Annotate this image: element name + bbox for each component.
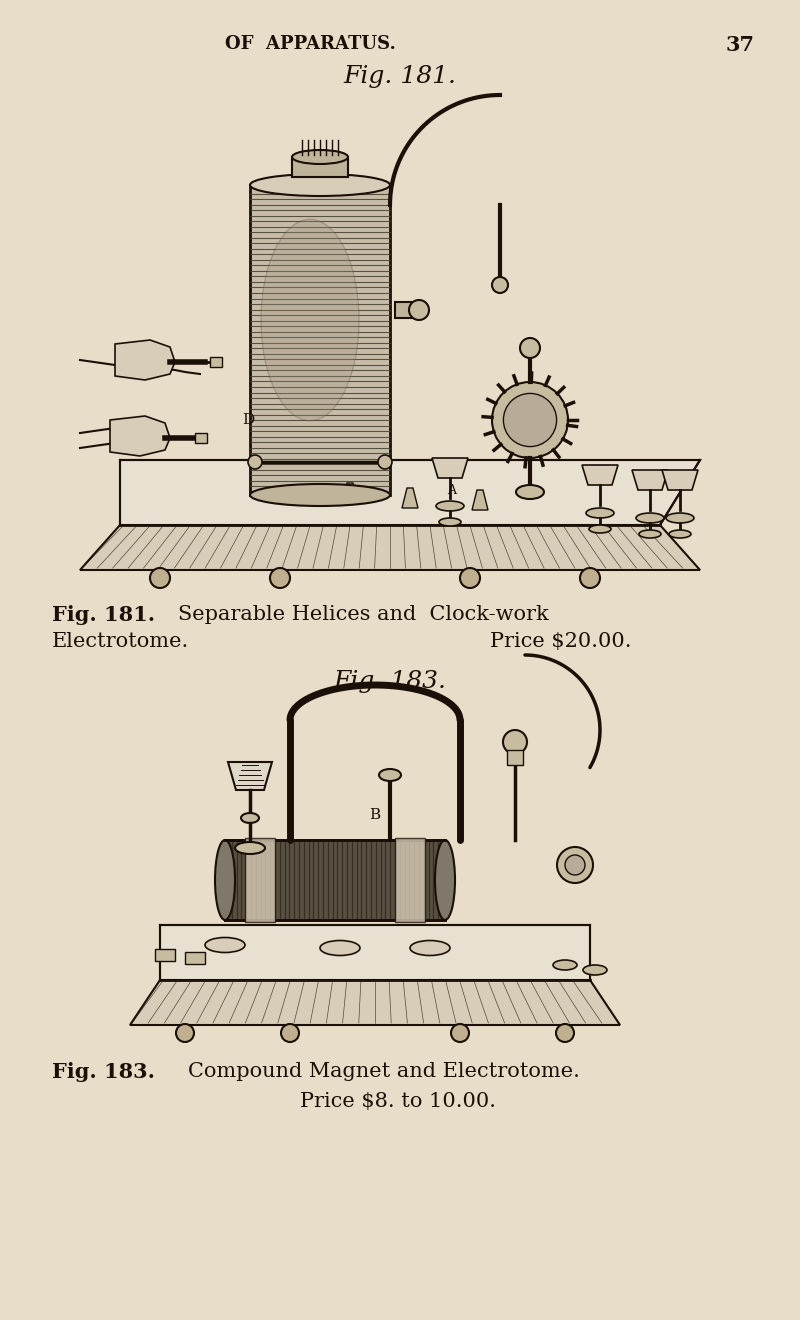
Bar bbox=[292, 157, 348, 177]
Text: Fig. 183.: Fig. 183. bbox=[334, 671, 446, 693]
Text: OF  APPARATUS.: OF APPARATUS. bbox=[225, 36, 395, 53]
Circle shape bbox=[460, 568, 480, 587]
Bar bbox=[395, 838, 425, 921]
Ellipse shape bbox=[439, 517, 461, 525]
Ellipse shape bbox=[436, 502, 464, 511]
Ellipse shape bbox=[589, 525, 611, 533]
Bar bbox=[195, 433, 207, 444]
Ellipse shape bbox=[636, 513, 664, 523]
Polygon shape bbox=[110, 416, 170, 455]
Bar bbox=[250, 185, 390, 495]
Text: Price $8. to 10.00.: Price $8. to 10.00. bbox=[300, 1092, 496, 1111]
Ellipse shape bbox=[586, 508, 614, 517]
Circle shape bbox=[492, 381, 568, 458]
Text: Price $20.00.: Price $20.00. bbox=[490, 632, 631, 651]
Ellipse shape bbox=[215, 840, 235, 920]
Circle shape bbox=[565, 855, 585, 875]
Text: Compound Magnet and Electrotome.: Compound Magnet and Electrotome. bbox=[188, 1063, 580, 1081]
Ellipse shape bbox=[261, 219, 359, 421]
Text: Fig. 181.: Fig. 181. bbox=[52, 605, 155, 624]
Circle shape bbox=[520, 338, 540, 358]
Polygon shape bbox=[120, 459, 700, 525]
Text: Fig. 181.: Fig. 181. bbox=[343, 65, 457, 88]
Polygon shape bbox=[432, 458, 468, 478]
Ellipse shape bbox=[435, 840, 455, 920]
Circle shape bbox=[270, 568, 290, 587]
Bar bbox=[185, 952, 205, 964]
Text: Electrotome.: Electrotome. bbox=[52, 632, 190, 651]
Ellipse shape bbox=[516, 484, 544, 499]
Circle shape bbox=[176, 1024, 194, 1041]
Ellipse shape bbox=[583, 965, 607, 975]
Bar bbox=[395, 302, 413, 318]
Polygon shape bbox=[130, 979, 620, 1026]
Circle shape bbox=[409, 300, 429, 319]
Circle shape bbox=[150, 568, 170, 587]
Polygon shape bbox=[662, 470, 698, 490]
Ellipse shape bbox=[553, 960, 577, 970]
Text: B: B bbox=[370, 808, 381, 822]
Ellipse shape bbox=[639, 531, 661, 539]
Text: 37: 37 bbox=[726, 36, 754, 55]
Text: A: A bbox=[447, 483, 457, 496]
Ellipse shape bbox=[666, 513, 694, 523]
Text: D: D bbox=[242, 413, 254, 426]
Bar bbox=[507, 750, 523, 766]
Circle shape bbox=[557, 847, 593, 883]
Bar bbox=[155, 949, 175, 961]
Polygon shape bbox=[582, 465, 618, 484]
Ellipse shape bbox=[235, 842, 265, 854]
Text: Separable Helices and  Clock-work: Separable Helices and Clock-work bbox=[178, 605, 549, 624]
Ellipse shape bbox=[250, 484, 390, 506]
Ellipse shape bbox=[320, 940, 360, 956]
Ellipse shape bbox=[669, 531, 691, 539]
Ellipse shape bbox=[410, 940, 450, 956]
Bar bbox=[210, 356, 222, 367]
Circle shape bbox=[580, 568, 600, 587]
Polygon shape bbox=[80, 525, 700, 570]
Polygon shape bbox=[160, 925, 590, 979]
Circle shape bbox=[492, 277, 508, 293]
Circle shape bbox=[451, 1024, 469, 1041]
Text: Fig. 183.: Fig. 183. bbox=[52, 1063, 155, 1082]
Polygon shape bbox=[228, 762, 272, 789]
Polygon shape bbox=[115, 341, 175, 380]
Polygon shape bbox=[342, 483, 358, 503]
Ellipse shape bbox=[250, 174, 390, 195]
Polygon shape bbox=[632, 470, 668, 490]
Circle shape bbox=[556, 1024, 574, 1041]
Ellipse shape bbox=[292, 150, 348, 164]
Circle shape bbox=[378, 455, 392, 469]
Circle shape bbox=[503, 393, 557, 446]
Ellipse shape bbox=[205, 937, 245, 953]
Bar bbox=[245, 838, 275, 921]
Bar bbox=[225, 840, 445, 920]
Polygon shape bbox=[472, 490, 488, 510]
Polygon shape bbox=[402, 488, 418, 508]
Circle shape bbox=[503, 730, 527, 754]
Circle shape bbox=[281, 1024, 299, 1041]
Ellipse shape bbox=[241, 813, 259, 822]
Circle shape bbox=[248, 455, 262, 469]
Ellipse shape bbox=[379, 770, 401, 781]
